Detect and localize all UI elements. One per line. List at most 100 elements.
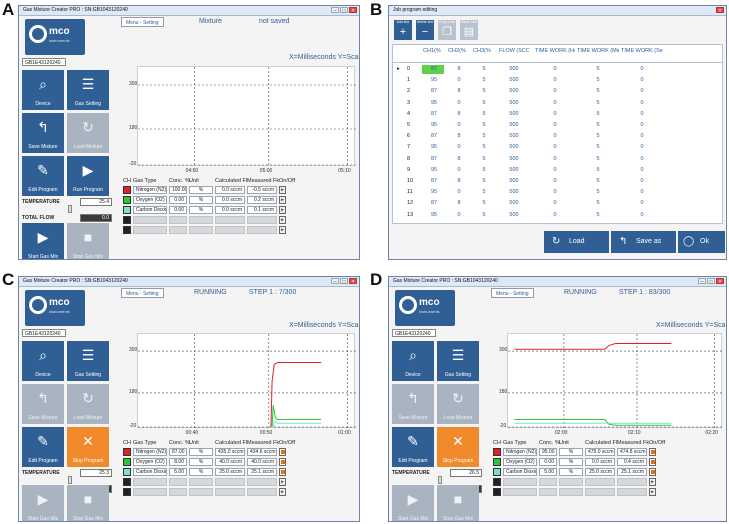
save-mixture-button[interactable]: ↰ Save Mixture [22, 384, 64, 424]
gas-type-field[interactable]: Oxygen (O2) [133, 458, 167, 466]
save-mixture-button[interactable]: ↰ Save Mixture [22, 113, 64, 153]
start-gas-mix-button[interactable]: ▶ Start Gas Mix [392, 485, 434, 521]
load-button[interactable]: ↻ Load [544, 231, 609, 253]
table-cell[interactable]: 5 [596, 189, 600, 196]
table-cell[interactable]: 87 [430, 155, 438, 162]
device-button[interactable]: ⌕ Device [22, 70, 64, 110]
concentration-field[interactable]: 5.00 [539, 468, 557, 476]
table-cell[interactable]: 5 [596, 77, 600, 84]
close-icon[interactable]: × [349, 7, 357, 14]
table-cell[interactable]: 0 [553, 133, 557, 140]
table-cell[interactable]: 0 [553, 200, 557, 207]
table-cell[interactable]: 0 [553, 178, 557, 184]
table-cell[interactable]: 95 [430, 166, 438, 173]
table-cell[interactable]: 0 [640, 110, 644, 117]
device-button[interactable]: ⌕ Device [392, 341, 434, 381]
table-cell[interactable]: 500 [509, 110, 519, 117]
table-cell[interactable]: 5 [482, 200, 486, 207]
flow-slider-handle[interactable] [68, 205, 72, 213]
channel-toggle[interactable] [279, 458, 286, 466]
table-cell[interactable]: 5 [596, 99, 600, 106]
channel-toggle[interactable]: ▸ [279, 216, 286, 224]
channel-toggle[interactable] [649, 468, 656, 476]
table-cell[interactable]: 0 [640, 211, 644, 218]
maximize-icon[interactable]: □ [340, 278, 348, 285]
concentration-field[interactable]: 100.00 [169, 186, 187, 194]
save-mixture-button[interactable]: ↰ Save Mixture [392, 384, 434, 424]
concentration-field[interactable]: 87.00 [169, 448, 187, 456]
table-cell[interactable]: 5 [596, 144, 600, 151]
table-cell[interactable]: 95 [430, 99, 438, 106]
table-cell[interactable]: 0 [457, 99, 461, 106]
table-cell[interactable]: 5 [482, 99, 486, 106]
table-cell[interactable]: 5 [596, 166, 600, 173]
gas-type-field[interactable]: Carbon Dioxide [133, 206, 167, 214]
channel-toggle[interactable] [279, 468, 286, 476]
gas-type-field[interactable]: Oxygen (O2) [503, 458, 537, 466]
channel-toggle[interactable]: ▸ [279, 186, 286, 194]
table-cell[interactable]: 8 [457, 88, 461, 95]
table-cell[interactable]: 8 [457, 200, 461, 207]
table-cell[interactable]: 0 [640, 166, 644, 173]
table-cell[interactable]: 0 [640, 133, 644, 140]
edit-program-button[interactable]: ✎ Edit Program [22, 156, 64, 196]
table-cell[interactable]: 87 [430, 88, 438, 95]
table-cell[interactable]: 87 [430, 66, 438, 72]
table-cell[interactable]: 500 [509, 178, 519, 184]
table-cell[interactable]: 87 [430, 200, 438, 207]
concentration-field[interactable]: 95.00 [539, 448, 557, 456]
minimize-icon[interactable]: – [698, 278, 706, 285]
table-cell[interactable]: 0 [553, 211, 557, 218]
table-cell[interactable]: 0 [457, 166, 461, 173]
paste-line-button[interactable]: Paste Line ▤ [460, 20, 478, 40]
close-icon[interactable]: × [716, 7, 724, 14]
table-cell[interactable]: 95 [430, 77, 438, 84]
minimize-icon[interactable]: – [331, 7, 339, 14]
table-cell[interactable]: 500 [509, 88, 519, 95]
maximize-icon[interactable]: □ [707, 278, 715, 285]
run-program-button[interactable]: ✕ Stop Program [67, 427, 109, 467]
table-cell[interactable]: 5 [482, 189, 486, 196]
table-cell[interactable]: 500 [509, 155, 519, 162]
table-cell[interactable]: 5 [482, 133, 486, 140]
table-cell[interactable]: 0 [640, 178, 644, 184]
table-cell[interactable]: 500 [509, 122, 519, 128]
table-cell[interactable]: 8 [457, 133, 461, 140]
table-cell[interactable]: 500 [509, 133, 519, 140]
table-cell[interactable]: 500 [509, 77, 519, 84]
table-cell[interactable]: 5 [596, 88, 600, 95]
table-cell[interactable]: 5 [482, 88, 486, 95]
table-cell[interactable]: 0 [457, 77, 461, 84]
table-cell[interactable]: 500 [509, 200, 519, 207]
gas-type-field[interactable]: Oxygen (O2) [133, 196, 167, 204]
tab-menu-setting[interactable]: Menu - Setting [121, 17, 164, 27]
table-cell[interactable]: 5 [596, 200, 600, 207]
device-button[interactable]: ⌕ Device [22, 341, 64, 381]
table-cell[interactable]: 8 [457, 66, 461, 72]
table-cell[interactable]: 500 [509, 189, 519, 196]
copy-line-button[interactable]: Copy Line ❐ [438, 20, 456, 40]
table-cell[interactable]: 5 [596, 110, 600, 117]
table-cell[interactable]: 0 [553, 99, 557, 106]
table-cell[interactable]: 5 [596, 133, 600, 140]
table-cell[interactable]: 5 [482, 66, 486, 72]
table-cell[interactable]: 0 [457, 144, 461, 151]
table-cell[interactable]: 5 [482, 122, 486, 128]
table-cell[interactable]: 5 [596, 122, 600, 128]
maximize-icon[interactable]: □ [340, 7, 348, 14]
delete-line-button[interactable]: Delete line − [416, 20, 434, 40]
table-cell[interactable]: 5 [482, 178, 486, 184]
table-cell[interactable]: 0 [640, 88, 644, 95]
close-icon[interactable]: × [349, 278, 357, 285]
channel-toggle[interactable]: ▸ [649, 478, 656, 486]
channel-toggle[interactable] [279, 448, 286, 456]
load-mixture-button[interactable]: ↻ Load Mixture [437, 384, 479, 424]
table-cell[interactable]: 0 [640, 99, 644, 106]
channel-toggle[interactable]: ▸ [279, 226, 286, 234]
table-cell[interactable]: 500 [509, 144, 519, 151]
table-cell[interactable]: 0 [553, 189, 557, 196]
close-icon[interactable]: × [716, 278, 724, 285]
ok-button[interactable]: ◯ Ok [678, 231, 725, 253]
table-cell[interactable]: 95 [430, 122, 438, 128]
run-program-button[interactable]: ▶ Run Program [67, 156, 109, 196]
